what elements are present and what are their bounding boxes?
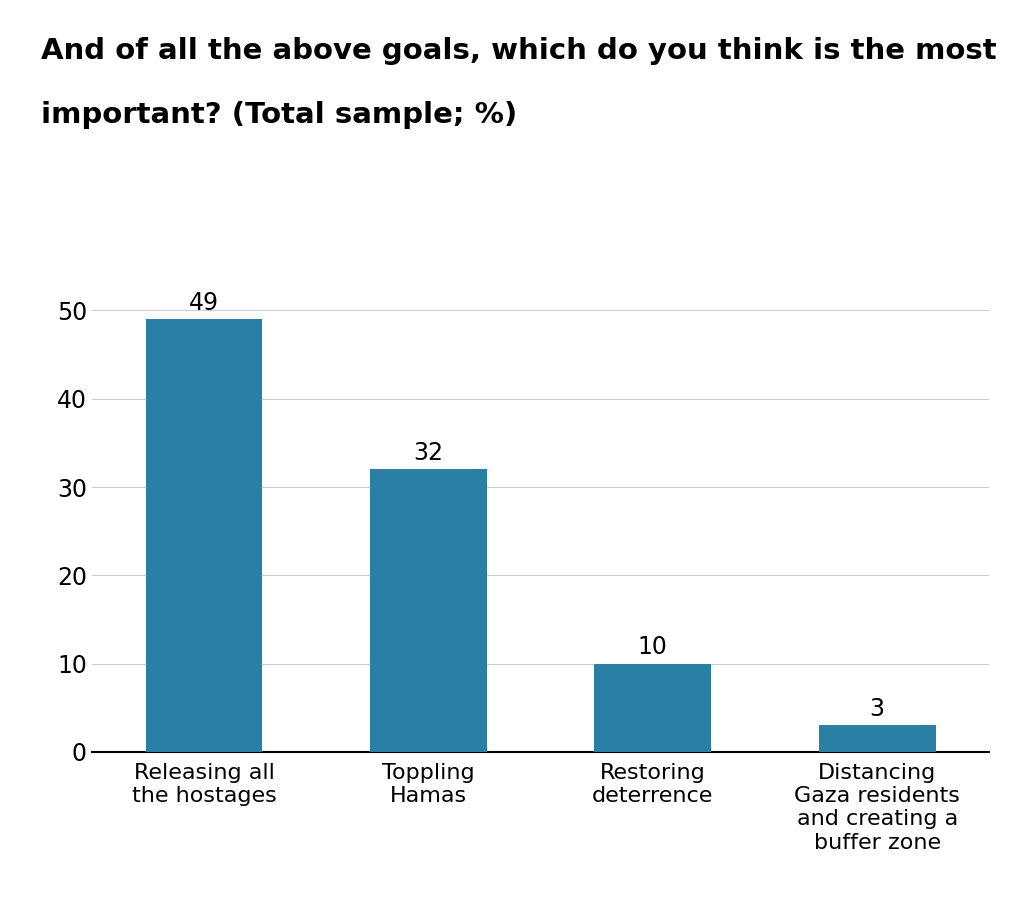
Bar	[370, 470, 486, 752]
Text: important? (Total sample; %): important? (Total sample; %)	[41, 101, 517, 129]
Text: And of all the above goals, which do you think is the most: And of all the above goals, which do you…	[41, 37, 996, 65]
Bar	[594, 664, 710, 752]
Text: 49: 49	[189, 291, 219, 315]
Bar	[146, 319, 262, 752]
Text: 32: 32	[413, 441, 443, 465]
Text: 3: 3	[869, 697, 883, 721]
Text: 10: 10	[637, 635, 667, 659]
Bar	[818, 725, 934, 752]
